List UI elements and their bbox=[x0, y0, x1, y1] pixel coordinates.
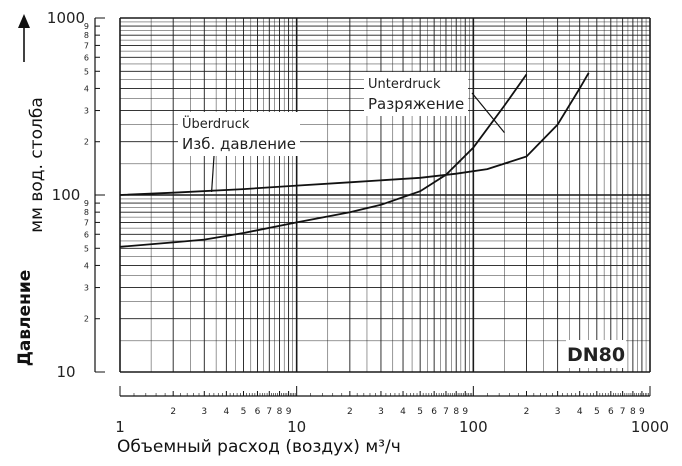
x-minor-tick-label: 7 bbox=[443, 407, 449, 417]
x-minor-tick-label: 7 bbox=[266, 407, 272, 417]
chart-series bbox=[119, 72, 590, 248]
annotation-label: DN80 bbox=[567, 344, 625, 366]
x-minor-tick-label: 4 bbox=[223, 407, 229, 417]
series-label-ru-ueberdruck: Изб. давление bbox=[182, 135, 296, 153]
y-minor-tick-label: 7 bbox=[84, 218, 89, 227]
x-minor-tick-label: 9 bbox=[462, 407, 468, 417]
x-minor-tick-label: 4 bbox=[577, 407, 583, 417]
x-tick-label: 100 bbox=[459, 418, 488, 436]
x-minor-tick-label: 7 bbox=[620, 407, 626, 417]
x-minor-tick-label: 6 bbox=[608, 407, 614, 417]
y-axis-title: Давление bbox=[15, 270, 35, 367]
y-minor-tick-label: 2 bbox=[84, 138, 89, 147]
y-minor-tick-label: 4 bbox=[84, 261, 89, 270]
y-minor-tick-label: 5 bbox=[84, 67, 89, 76]
x-minor-tick-label: 4 bbox=[400, 407, 406, 417]
y-tick-label: 10 bbox=[56, 363, 75, 381]
x-minor-tick-label: 3 bbox=[201, 407, 207, 417]
series-label-box-unterdruck bbox=[364, 72, 468, 116]
y-minor-tick-label: 7 bbox=[84, 41, 89, 50]
y-minor-tick-label: 9 bbox=[84, 199, 89, 208]
y-minor-tick-label: 8 bbox=[84, 31, 89, 40]
x-minor-tick-label: 9 bbox=[639, 407, 645, 417]
chart-grid bbox=[119, 17, 651, 373]
annotation-box bbox=[566, 340, 626, 368]
y-tick-label: 100 bbox=[52, 186, 81, 204]
x-minor-tick-label: 5 bbox=[241, 407, 247, 417]
y-minor-tick-label: 6 bbox=[84, 230, 89, 239]
y-minor-tick-label: 2 bbox=[84, 315, 89, 324]
x-tick-label: 10 bbox=[287, 418, 306, 436]
x-minor-tick-label: 8 bbox=[630, 407, 636, 417]
y-minor-tick-label: 3 bbox=[84, 107, 89, 116]
y-minor-tick-label: 3 bbox=[84, 284, 89, 293]
x-minor-tick-label: 6 bbox=[431, 407, 437, 417]
series-label-de-unterdruck: Unterdruck bbox=[368, 77, 441, 92]
y-minor-tick-label: 4 bbox=[84, 84, 89, 93]
series-label-box-ueberdruck bbox=[178, 112, 300, 156]
x-minor-tick-label: 2 bbox=[170, 407, 176, 417]
x-axis-title: Объемный расход (воздух) м³/ч bbox=[117, 437, 401, 457]
y-minor-tick-label: 8 bbox=[84, 208, 89, 217]
x-minor-tick-label: 3 bbox=[555, 407, 561, 417]
x-minor-tick-label: 3 bbox=[378, 407, 384, 417]
y-minor-tick-label: 6 bbox=[84, 53, 89, 62]
series-label-de-ueberdruck: Überdruck bbox=[182, 115, 250, 132]
x-minor-tick-label: 2 bbox=[347, 407, 353, 417]
x-tick-label: 1 bbox=[115, 418, 125, 436]
x-minor-tick-label: 6 bbox=[255, 407, 261, 417]
x-minor-tick-label: 5 bbox=[417, 407, 423, 417]
series-line-ueberdruck bbox=[119, 72, 590, 196]
series-label-leader-ueberdruck bbox=[211, 155, 215, 193]
series-label-ru-unterdruck: Разряжение bbox=[368, 95, 464, 113]
y-axis-arrow-head bbox=[18, 14, 30, 28]
x-tick-label: 1000 bbox=[631, 418, 669, 436]
x-minor-tick-label: 8 bbox=[277, 407, 283, 417]
series-line-unterdruck bbox=[119, 73, 528, 248]
x-minor-tick-label: 2 bbox=[524, 407, 530, 417]
y-tick-label: 1000 bbox=[47, 9, 85, 27]
y-axis-title-unit: мм вод. столба bbox=[27, 97, 47, 232]
x-minor-tick-label: 9 bbox=[286, 407, 292, 417]
series-label-leader-unterdruck bbox=[471, 92, 505, 134]
x-minor-tick-label: 8 bbox=[453, 407, 459, 417]
chart-labels: Überdruck Изб. давление Unterdruck Разряжен… bbox=[178, 72, 626, 368]
y-minor-tick-label: 9 bbox=[84, 22, 89, 31]
x-minor-tick-label: 5 bbox=[594, 407, 600, 417]
y-minor-tick-label: 5 bbox=[84, 244, 89, 253]
